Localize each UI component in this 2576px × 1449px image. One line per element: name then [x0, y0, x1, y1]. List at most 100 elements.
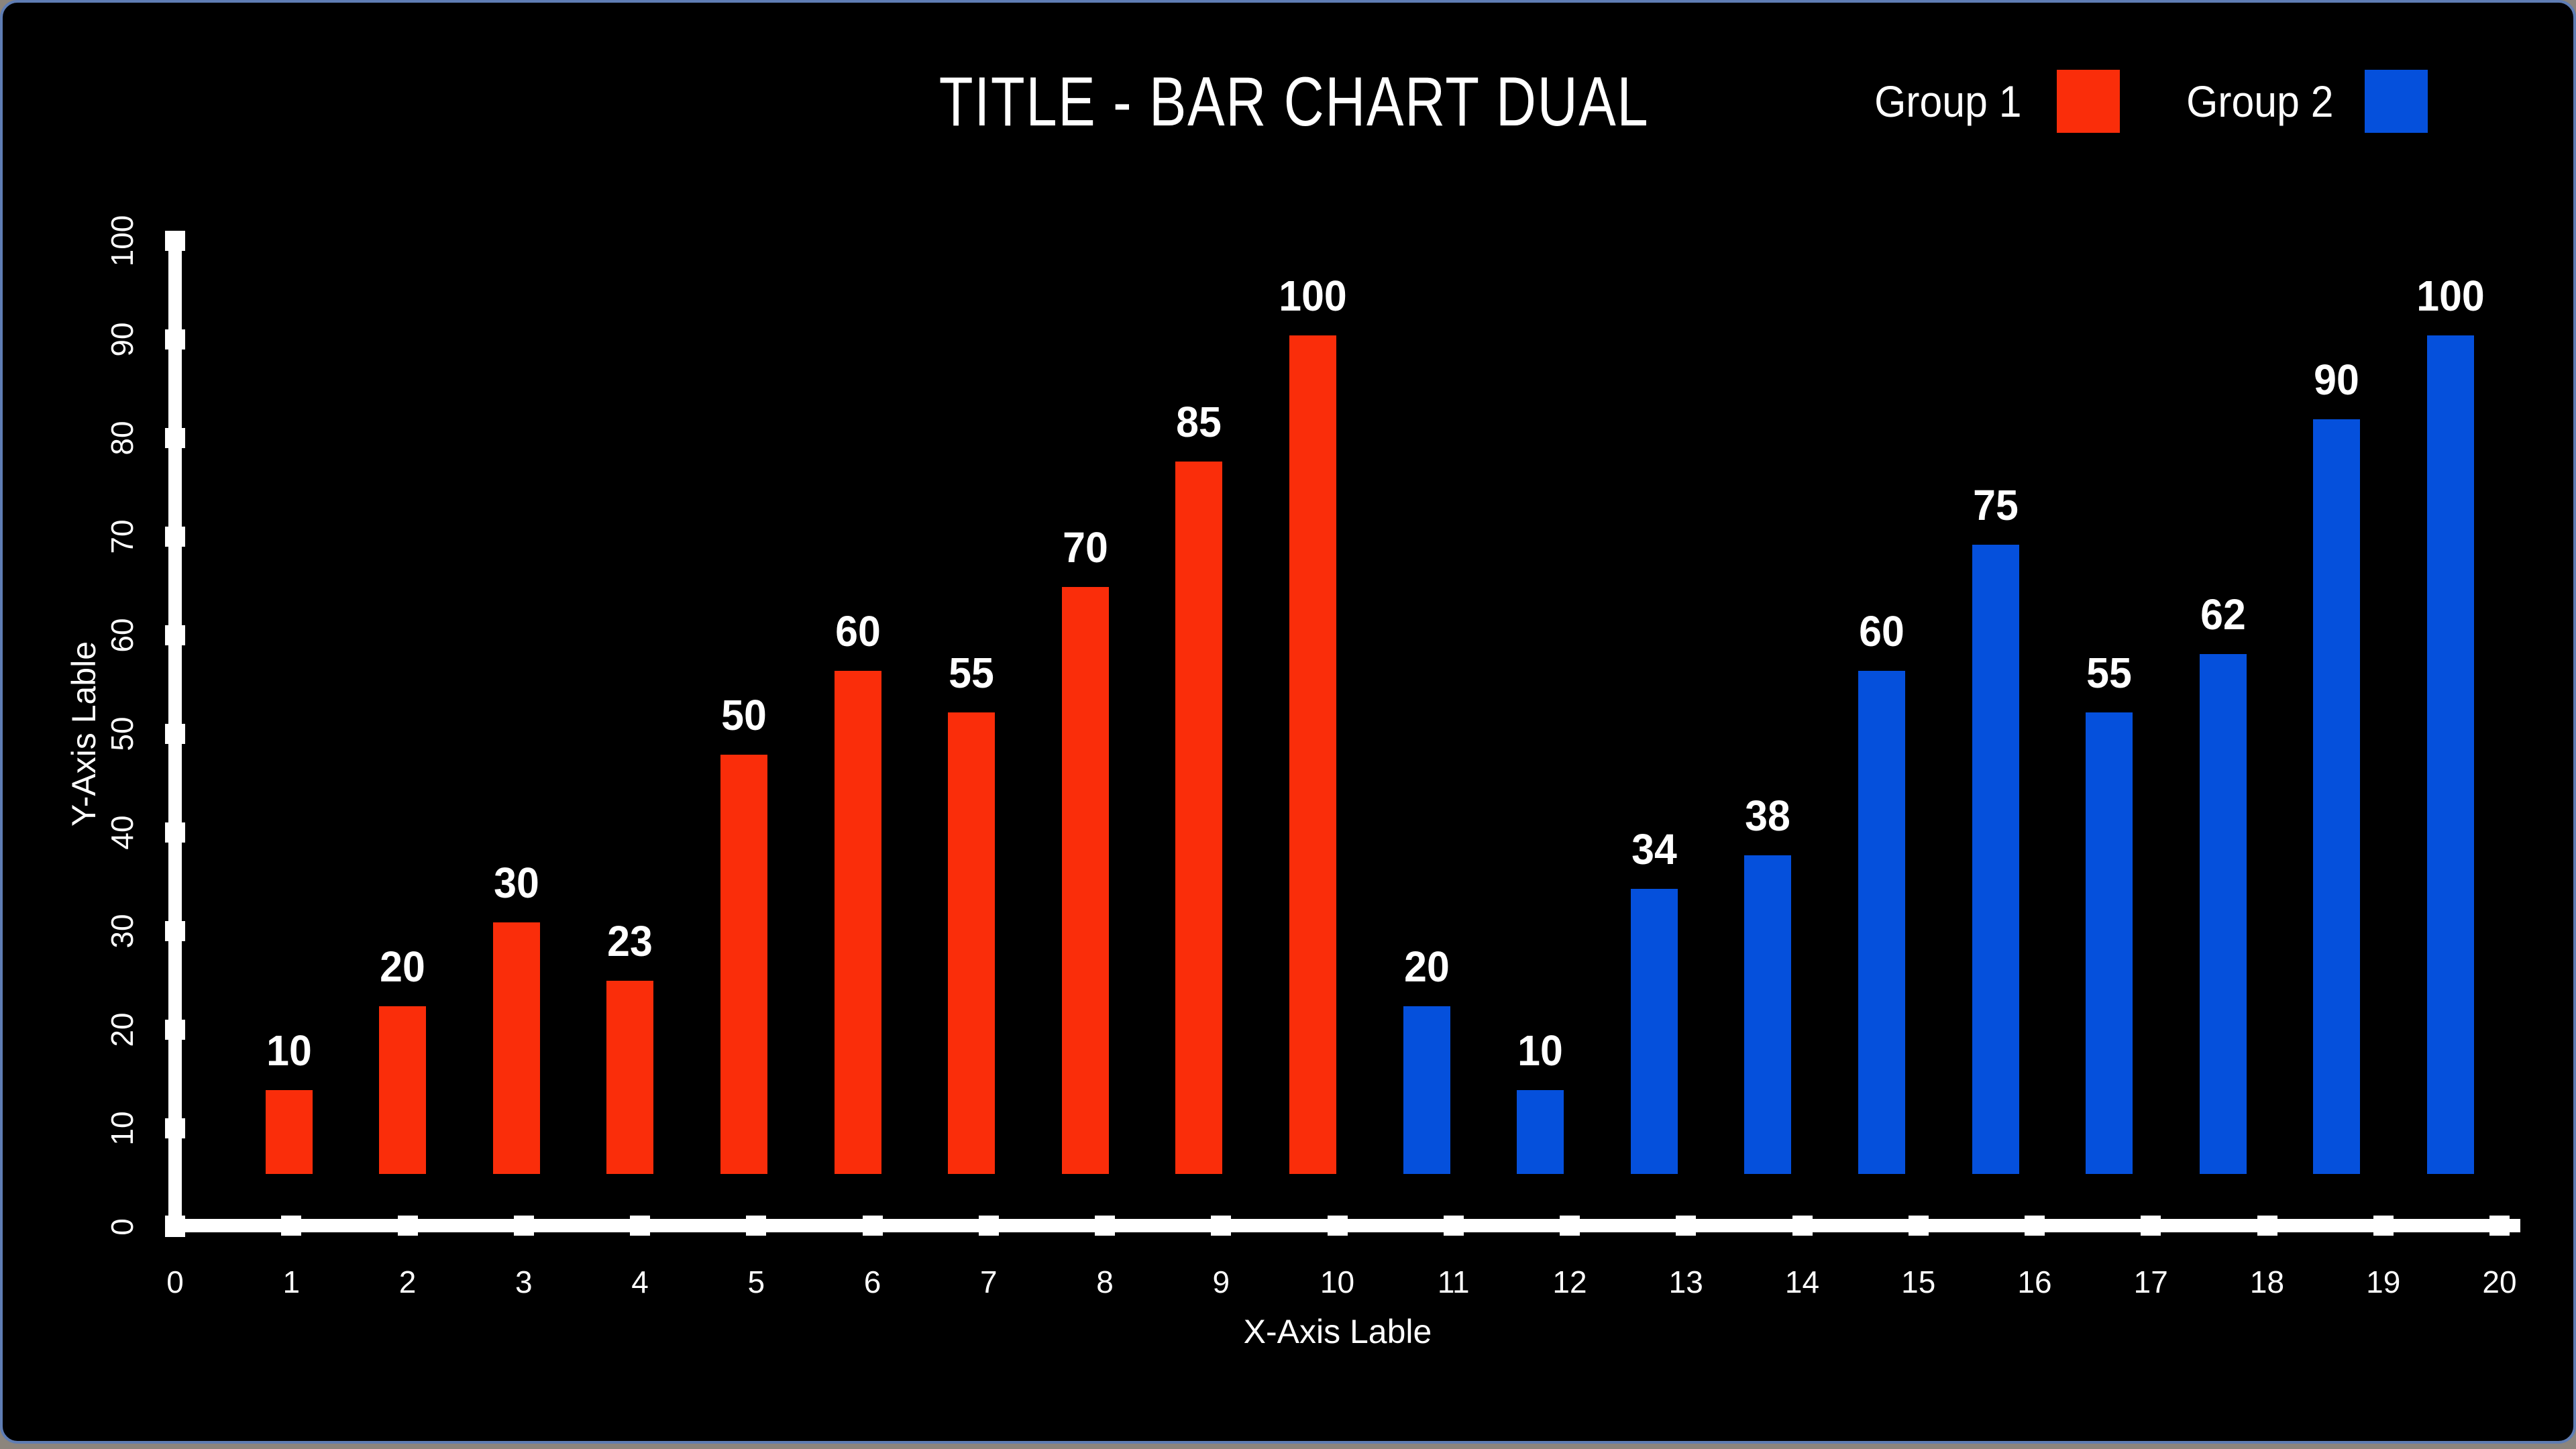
x-tick-label: 15 [1901, 1265, 1936, 1299]
x-tick-label: 3 [515, 1265, 533, 1299]
x-tick-mark [2257, 1216, 2277, 1236]
legend-label-group1: Group 1 [1874, 76, 2021, 126]
x-tick-label: 0 [166, 1265, 184, 1299]
bar-value-label: 38 [1745, 791, 1791, 840]
x-tick-label: 18 [2249, 1265, 2285, 1299]
bar-value-label: 50 [721, 690, 767, 739]
bar-value-label: 75 [1972, 481, 2019, 530]
bar-value-label: 30 [493, 858, 539, 907]
bar-value-label: 90 [2314, 356, 2360, 405]
bar-value-label: 55 [2086, 649, 2133, 698]
x-tick-mark [2025, 1216, 2045, 1236]
y-tick-mark [165, 625, 185, 645]
legend-label-group2: Group 2 [2186, 76, 2333, 126]
x-tick-mark [1676, 1216, 1697, 1236]
x-tick-mark [397, 1216, 418, 1236]
y-tick-mark [165, 724, 185, 744]
y-tick-mark [165, 231, 185, 251]
y-tick-mark [165, 822, 185, 843]
x-tick-mark [1792, 1216, 1813, 1236]
y-tick-mark [165, 1118, 185, 1138]
bar-group2-x19 [2313, 419, 2361, 1174]
x-tick-label: 5 [747, 1265, 765, 1299]
y-tick-mark [165, 527, 185, 547]
bar-group1-x10 [1289, 335, 1336, 1174]
bar-group2-x12 [1517, 1089, 1564, 1174]
y-tick-label: 20 [105, 1012, 140, 1047]
bar-value-label: 55 [949, 649, 995, 698]
bar-group1-x6 [834, 670, 881, 1174]
x-tick-label: 7 [979, 1265, 998, 1299]
x-tick-mark [513, 1216, 534, 1236]
x-tick-mark [1327, 1216, 1348, 1236]
x-tick-mark [281, 1216, 302, 1236]
x-axis-title: X-Axis Lable [1243, 1313, 1432, 1350]
bar-value-label: 70 [1062, 523, 1108, 572]
legend-swatch-group1-icon [2057, 70, 2120, 133]
x-tick-label: 2 [398, 1265, 417, 1299]
x-tick-label: 13 [1668, 1265, 1703, 1299]
y-tick-mark [165, 329, 185, 350]
y-tick-label: 10 [105, 1111, 140, 1146]
bar-value-label: 20 [380, 942, 426, 991]
x-tick-label: 16 [2017, 1265, 2052, 1299]
bar-value-label: 34 [1631, 824, 1677, 873]
y-tick-label: 0 [105, 1218, 140, 1236]
x-tick-mark [862, 1216, 883, 1236]
bar-value-label: 23 [607, 917, 653, 966]
bar-group2-x14 [1744, 855, 1792, 1174]
legend-swatch-group2-icon [2365, 70, 2428, 133]
bar-group1-x7 [948, 712, 996, 1174]
x-tick-mark [978, 1216, 999, 1236]
x-tick-label: 9 [1212, 1265, 1230, 1299]
bar-value-label: 10 [1517, 1026, 1564, 1075]
x-tick-label: 6 [863, 1265, 881, 1299]
bar-group1-x8 [1061, 586, 1109, 1174]
x-tick-label: 19 [2366, 1265, 2401, 1299]
y-tick-mark [165, 921, 185, 941]
bar-group2-x16 [1972, 545, 2019, 1174]
bar-value-label: 60 [835, 606, 881, 655]
y-tick-label: 90 [105, 322, 140, 357]
bar-group2-x15 [1858, 670, 1905, 1174]
y-tick-mark [165, 1020, 185, 1040]
x-tick-label: 4 [631, 1265, 649, 1299]
x-tick-label: 17 [2133, 1265, 2168, 1299]
x-tick-label: 11 [1437, 1265, 1470, 1299]
x-tick-mark [2141, 1216, 2161, 1236]
bar-value-label: 100 [2416, 272, 2485, 321]
bar-value-label: 60 [1859, 606, 1904, 655]
x-tick-mark [1443, 1216, 1464, 1236]
bar-value-label: 85 [1176, 397, 1222, 446]
x-tick-mark [746, 1216, 767, 1236]
y-tick-label: 80 [105, 421, 140, 455]
bar-group1-x1 [265, 1089, 313, 1174]
y-axis-title: Y-Axis Lable [65, 641, 103, 827]
x-tick-mark [1560, 1216, 1580, 1236]
bar-group2-x13 [1630, 888, 1678, 1174]
bar-group2-x11 [1403, 1006, 1450, 1174]
x-tick-label: 10 [1320, 1265, 1355, 1299]
bar-group2-x17 [2086, 712, 2133, 1174]
bar-group2-x18 [2199, 653, 2247, 1174]
x-tick-mark [1095, 1216, 1115, 1236]
bar-value-label: 10 [266, 1026, 312, 1075]
y-tick-label: 100 [105, 215, 140, 267]
x-tick-label: 1 [282, 1265, 301, 1299]
x-tick-mark [1211, 1216, 1232, 1236]
bar-value-label: 62 [2200, 590, 2246, 639]
bar-group1-x2 [379, 1006, 427, 1174]
bar-group1-x5 [720, 754, 767, 1174]
chart-title: TITLE - BAR CHART DUAL [938, 63, 1650, 141]
bar-value-label: 20 [1403, 942, 1450, 991]
y-tick-mark [165, 1217, 185, 1237]
bar-value-label: 100 [1279, 272, 1347, 321]
x-tick-label: 14 [1784, 1265, 1820, 1299]
bar-group1-x9 [1175, 461, 1223, 1174]
x-tick-label: 12 [1552, 1265, 1587, 1299]
bar-group1-x3 [492, 922, 540, 1174]
bar-group2-x20 [2427, 335, 2474, 1174]
x-tick-label: 8 [1096, 1265, 1114, 1299]
bar-group1-x4 [606, 981, 654, 1174]
